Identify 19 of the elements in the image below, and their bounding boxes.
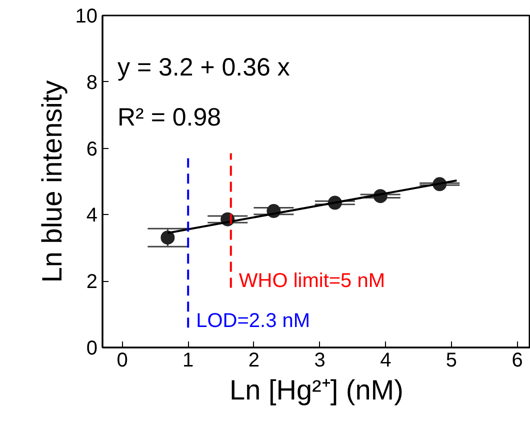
y-tick-label: 10 (75, 6, 98, 28)
x-tick-label: 4 (380, 350, 392, 372)
annotation: y = 3.2 + 0.36 x (118, 54, 290, 82)
annotation: LOD=2.3 nM (196, 310, 310, 332)
x-tick-label: 6 (512, 350, 523, 372)
annotation: WHO limit=5 nM (238, 270, 386, 292)
y-tick-label: 4 (86, 204, 98, 227)
y-tick-label: 6 (86, 138, 98, 160)
x-axis-title: Ln [Hg²⁺] (nM) (230, 374, 404, 406)
annotation: R² = 0.98 (118, 104, 222, 132)
y-tick-label: 2 (86, 271, 98, 294)
x-tick-label: 2 (248, 350, 260, 372)
y-axis-title: Ln blue intensity (36, 80, 68, 283)
y-tick-label: 8 (86, 72, 98, 94)
x-tick-label: 5 (446, 350, 458, 372)
x-tick-label: 3 (314, 350, 326, 372)
x-tick-label: 0 (116, 350, 128, 372)
x-tick-label: 1 (182, 350, 194, 372)
point (160, 230, 175, 245)
